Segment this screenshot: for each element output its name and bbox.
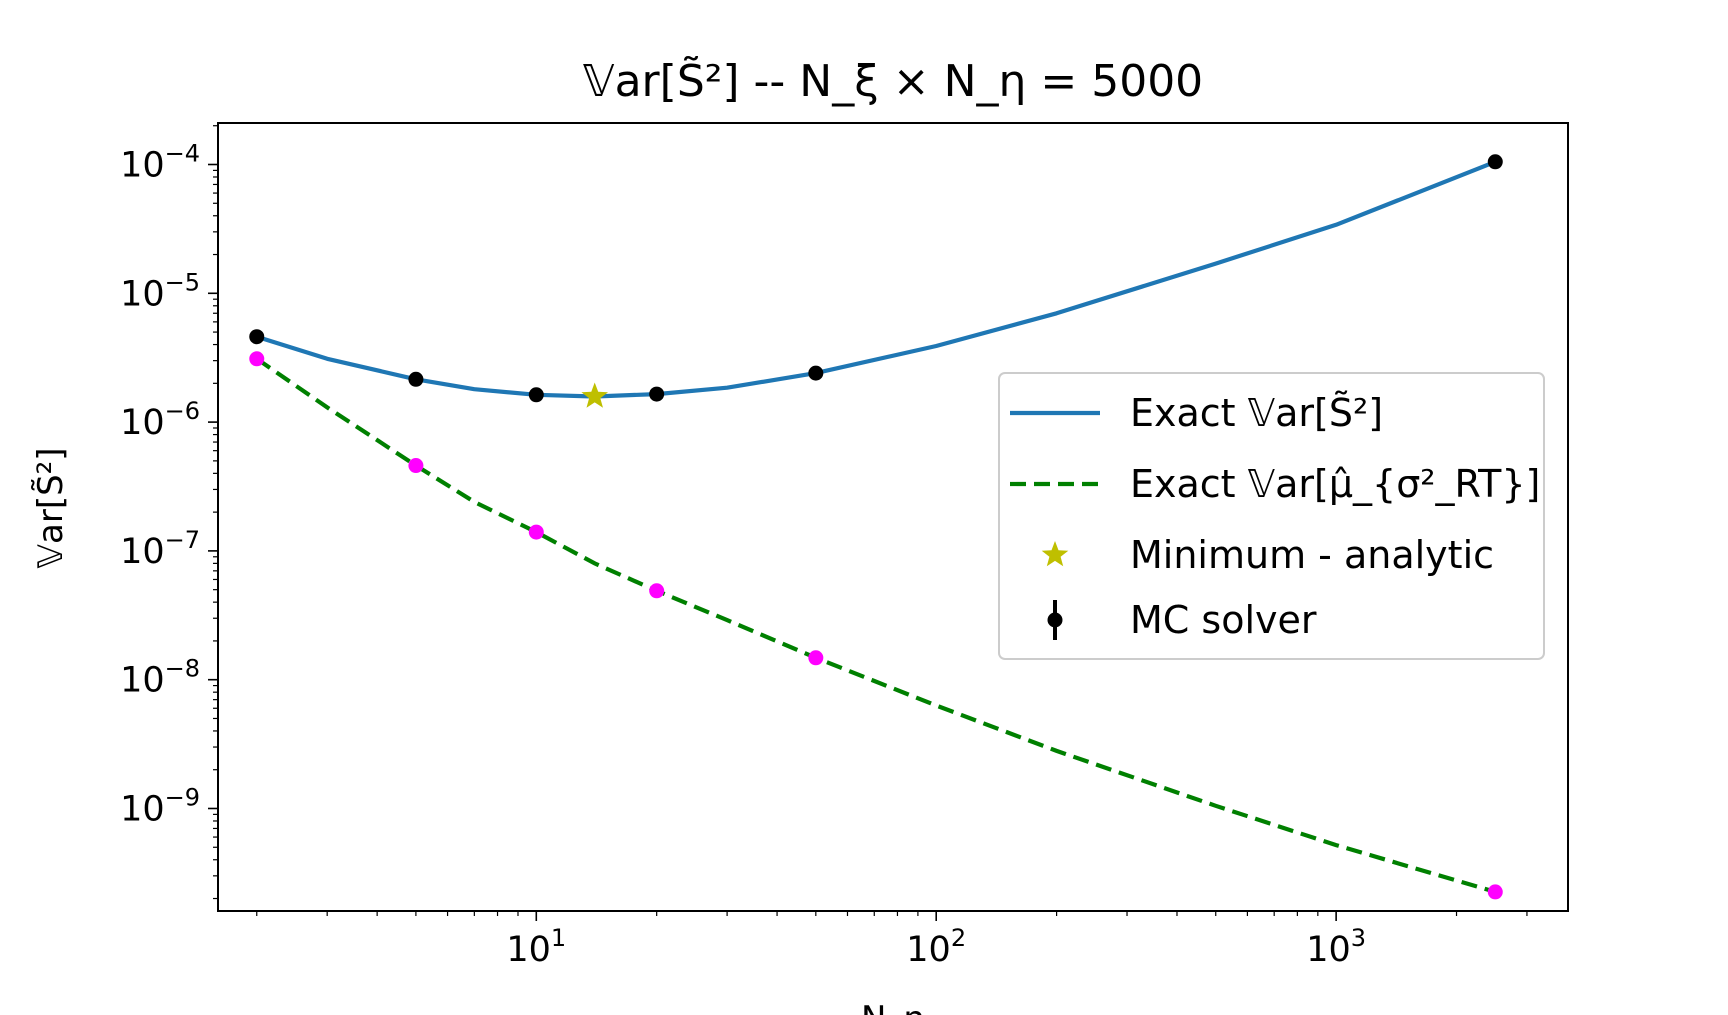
x-tick-label: 102 — [906, 924, 966, 970]
legend-box — [998, 372, 1545, 660]
minimum-analytic-star — [581, 382, 608, 408]
y-tick-label: 10−8 — [120, 655, 200, 701]
legend: Exact 𝕍ar[S̃²] Exact 𝕍ar[μ̂_{σ²_RT}] Minim… — [998, 372, 1545, 660]
mc-solver-point — [408, 371, 424, 387]
y-tick-label: 10−6 — [120, 397, 200, 443]
magenta-data-point — [649, 583, 665, 599]
mc-solver-point — [808, 365, 824, 381]
y-tick-label: 10−9 — [120, 783, 200, 829]
legend-star-handle — [1041, 541, 1069, 567]
chart-title: 𝕍ar[S̃²] -- N_ξ × N_η = 5000 — [583, 54, 1203, 107]
legend-entry-label: Minimum - analytic — [1130, 533, 1494, 577]
x-tick-label: 103 — [1306, 924, 1366, 970]
magenta-data-point — [528, 524, 544, 540]
y-axis-label: 𝕍ar[S̃²] — [31, 447, 71, 568]
y-tick-label: 10−7 — [120, 526, 200, 572]
axes-frame — [217, 122, 1569, 912]
mc-solver-point — [649, 386, 665, 402]
exact-var-mu-dashed-line — [255, 357, 1496, 894]
legend-entry-label: Exact 𝕍ar[μ̂_{σ²_RT}] — [1130, 462, 1540, 506]
mc-solver-point — [1487, 154, 1503, 170]
legend-entry-label: Exact 𝕍ar[S̃²] — [1130, 391, 1383, 435]
magenta-data-point — [1487, 884, 1503, 900]
mc-solver-point — [249, 329, 265, 345]
legend-entry-label: MC solver — [1130, 598, 1317, 642]
x-axis-label: N_η — [861, 999, 925, 1015]
x-tick-label: 101 — [506, 924, 566, 970]
exact-var-line — [256, 159, 1497, 399]
plot-area: 101 102 103 10−9 10−8 10−7 10−6 10−5 10−4 — [120, 122, 1569, 970]
magenta-data-point — [808, 650, 824, 666]
legend-errorbar-marker — [1047, 612, 1063, 628]
mc-solver-point — [528, 387, 544, 403]
magenta-data-point — [249, 351, 265, 367]
y-tick-label: 10−4 — [120, 140, 200, 186]
y-tick-label: 10−5 — [120, 268, 200, 314]
magenta-data-point — [408, 458, 424, 474]
